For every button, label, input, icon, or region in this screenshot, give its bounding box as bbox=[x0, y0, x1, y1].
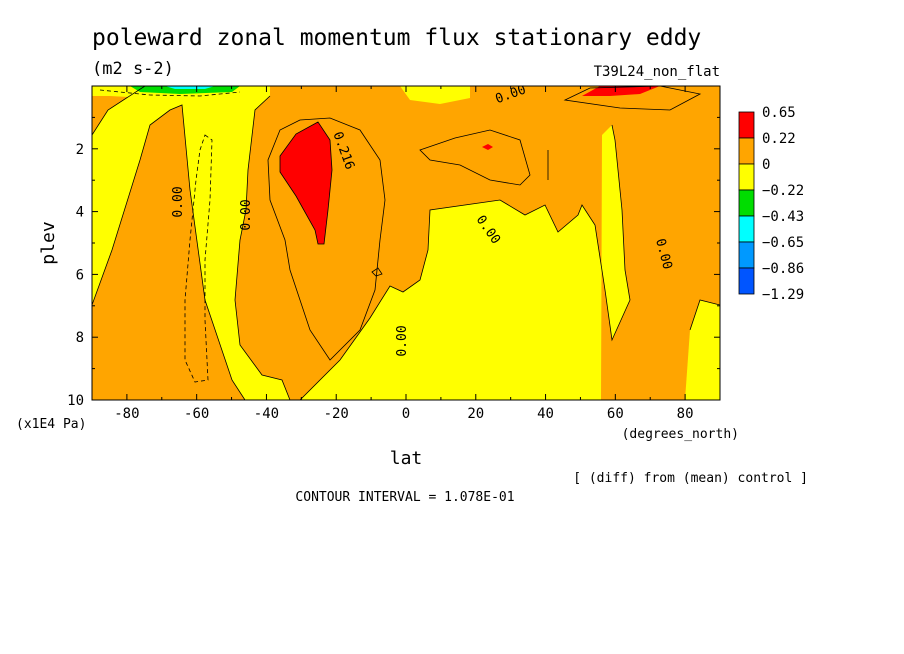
colorbar-swatch bbox=[738, 111, 755, 139]
y-tick-label: 2 bbox=[76, 142, 84, 158]
colorbar-swatch bbox=[738, 163, 755, 191]
colorbar-swatch bbox=[738, 267, 755, 295]
x-axis: -80 -60 -40 -20 0 20 40 60 80 bbox=[91, 86, 721, 422]
y-tick-label: 10 bbox=[67, 393, 84, 409]
contour-line-polar bbox=[689, 299, 720, 331]
contour-field: 0.00 0.00 0.00 0.00 0.00 0.00 0.216 bbox=[92, 86, 720, 400]
negative-band-cyan bbox=[165, 86, 215, 89]
dashed-contour-top bbox=[99, 89, 241, 97]
colorbar-label: 0.65 bbox=[762, 105, 796, 121]
x-tick-label: -20 bbox=[324, 406, 349, 422]
contour-line-midlat bbox=[234, 95, 291, 400]
diff-note: [ (diff) from (mean) control ] bbox=[573, 471, 808, 486]
contour-line-top-north bbox=[563, 86, 702, 111]
x-tick-label: 0 bbox=[402, 406, 410, 422]
contour-line-southern bbox=[92, 86, 146, 136]
x-tick-label: -80 bbox=[114, 406, 139, 422]
y-units-label: (x1E4 Pa) bbox=[16, 417, 86, 432]
colorbar-swatch bbox=[738, 215, 755, 243]
y-tick-label: 4 bbox=[76, 205, 84, 221]
negative-region-polar-north bbox=[685, 300, 720, 400]
contour-line-jet-inner bbox=[279, 121, 333, 245]
contour-interval-text: CONTOUR INTERVAL = 1.078E-01 bbox=[295, 490, 514, 505]
x-axis-label: lat bbox=[390, 448, 423, 469]
colorbar-label: −0.22 bbox=[762, 183, 804, 199]
negative-region-equatorial bbox=[300, 125, 630, 400]
contour-line-blip bbox=[371, 267, 383, 277]
negative-region-band-southern bbox=[92, 86, 290, 400]
x-tick-label: 40 bbox=[537, 406, 554, 422]
contour-label-6: 0.00 bbox=[395, 325, 410, 356]
x-tick-label: 80 bbox=[677, 406, 694, 422]
positive-max-north-top bbox=[582, 86, 660, 96]
colorbar-swatch bbox=[738, 241, 755, 269]
contour-line-southern-band bbox=[92, 104, 246, 400]
contour-line-equatorial bbox=[299, 124, 631, 400]
x-tick-label: 60 bbox=[607, 406, 624, 422]
colorbar: 0.65 0.22 0 −0.22 −0.43 −0.65 −0.86 −1.29 bbox=[738, 105, 804, 303]
chart-title: poleward zonal momentum flux stationary … bbox=[92, 25, 701, 51]
y-axis-label: plev bbox=[38, 221, 59, 264]
contour-label-2: 0.00 bbox=[239, 199, 254, 230]
colorbar-label: −0.65 bbox=[762, 235, 804, 251]
units-label: (m2 s-2) bbox=[92, 59, 174, 79]
contour-label-group: 0.00 0.00 0.00 0.00 0.00 0.00 0.216 bbox=[171, 86, 675, 357]
colorbar-swatch bbox=[738, 137, 755, 165]
dashed-contour-southern bbox=[184, 134, 213, 383]
y-tick-label: 8 bbox=[76, 330, 84, 346]
x-units-label: (degrees_north) bbox=[622, 427, 739, 442]
positive-max-small bbox=[482, 144, 493, 150]
x-tick-label: -60 bbox=[184, 406, 209, 422]
colorbar-label: −0.86 bbox=[762, 261, 804, 277]
contour-label-1: 0.00 bbox=[171, 186, 186, 217]
x-tick-label: -40 bbox=[254, 406, 279, 422]
positive-max-southern-jet bbox=[280, 122, 332, 244]
y-axis: 2 4 6 8 10 bbox=[67, 116, 720, 409]
colorbar-label: −0.43 bbox=[762, 209, 804, 225]
contour-line-north bbox=[419, 129, 531, 186]
colorbar-label: −1.29 bbox=[762, 287, 804, 303]
y-tick-label: 6 bbox=[76, 267, 84, 283]
negative-region-top bbox=[400, 86, 470, 104]
colorbar-label: 0.22 bbox=[762, 131, 796, 147]
colorbar-swatch bbox=[738, 189, 755, 217]
colorbar-label: 0 bbox=[762, 157, 770, 173]
contour-lines bbox=[92, 86, 720, 400]
contour-line-jet-outer bbox=[267, 117, 386, 361]
x-tick-label: 20 bbox=[467, 406, 484, 422]
negative-band-green bbox=[130, 86, 240, 94]
run-label: T39L24_non_flat bbox=[594, 64, 720, 80]
contour-lines-dashed bbox=[99, 89, 241, 383]
